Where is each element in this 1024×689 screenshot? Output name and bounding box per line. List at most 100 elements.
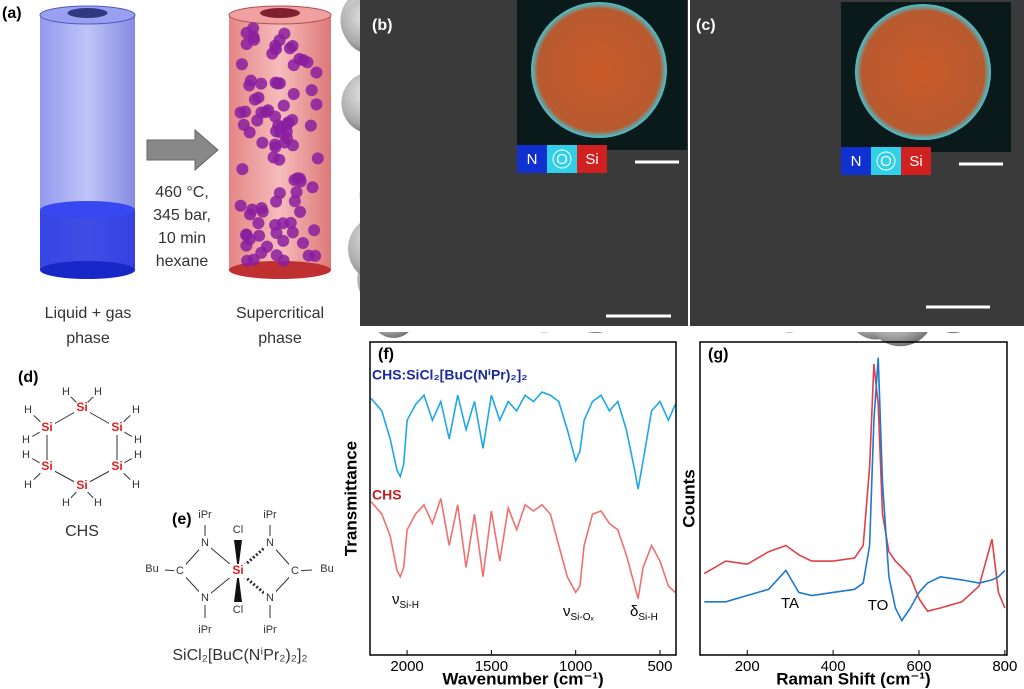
cylinder-cap: [260, 8, 300, 18]
series-label: CHS: [372, 487, 402, 503]
particle: [287, 87, 300, 100]
panel-label: (d): [18, 369, 38, 386]
annotation-sub: Si-Oₓ: [571, 612, 595, 623]
particle: [290, 185, 303, 198]
atom: N: [266, 592, 274, 604]
panel-label: (c): [696, 17, 716, 34]
atom-bg: [74, 401, 90, 415]
bond: [70, 491, 77, 499]
particle: [310, 98, 323, 111]
y-axis-label: Transmittance: [341, 441, 360, 556]
inset-particle: [855, 4, 991, 140]
particle: [256, 136, 269, 149]
atom-bg: [174, 564, 186, 578]
x-tick-label: 600: [906, 658, 931, 675]
atom: H: [134, 434, 142, 446]
wedge-bond: [234, 571, 242, 602]
atom: iPr: [263, 624, 277, 636]
panel-label: (e): [172, 511, 192, 528]
atom: N: [201, 592, 209, 604]
atom: Si: [41, 420, 52, 434]
particle: [302, 249, 315, 262]
particle: [283, 42, 296, 55]
particle: [244, 208, 257, 221]
particle: [269, 110, 282, 123]
atom: H: [132, 479, 140, 491]
legend-ring: [552, 149, 572, 169]
atom: H: [24, 404, 32, 416]
annotation-sub: Si-H: [400, 600, 419, 611]
series-label: CHS:SiCl₂[BuC(NⁱPr)₂]₂: [372, 367, 528, 383]
annotation-symbol: ν: [563, 603, 571, 620]
legend-label: Si: [909, 153, 922, 170]
annotation: νSi-H: [392, 591, 419, 611]
arrow: [146, 128, 219, 172]
atom: H: [24, 479, 32, 491]
liquid-surface: [40, 201, 135, 219]
particle: [304, 119, 317, 132]
atom-bg: [229, 564, 247, 578]
annotation-symbol: ν: [392, 591, 400, 608]
legend-label: Si: [585, 151, 598, 168]
cylinder-cap: [67, 8, 108, 18]
panel-label: (b): [372, 17, 392, 34]
atom: C: [176, 565, 184, 577]
particle: [291, 172, 304, 185]
atom: H: [94, 386, 102, 398]
atom: N: [266, 537, 274, 549]
inset-particle: [531, 2, 667, 138]
spectrum-line: [703, 363, 1006, 613]
molecule-name: SiCl₂[BuC(NⁱPr₂)₂]₂: [172, 647, 307, 664]
x-tick-label: 200: [735, 658, 760, 675]
particle: [277, 234, 290, 247]
x-tick-label: 400: [821, 658, 846, 675]
frame-cover: [688, 0, 690, 326]
atom: iPr: [198, 624, 212, 636]
x-axis-label: Wavenumber (cm⁻¹): [442, 669, 603, 688]
legend-box: [901, 147, 931, 175]
atom: Si: [111, 459, 122, 473]
liquid: [40, 210, 135, 270]
particle: [261, 240, 274, 253]
particle: [270, 226, 283, 239]
atom-bg: [109, 421, 125, 435]
bond: [70, 396, 77, 403]
particle: [271, 77, 284, 90]
x-tick-label: 2000: [390, 658, 423, 675]
atom-bg: [289, 564, 301, 578]
particle: [241, 254, 254, 267]
annotation-sub: Si-H: [638, 612, 657, 623]
atom: Bu: [320, 563, 333, 575]
particle: [284, 216, 297, 229]
x-axis-label: Raman Shift (cm⁻¹): [776, 669, 930, 688]
plot-frame: [699, 341, 1008, 656]
spectrum-line: [370, 391, 676, 490]
spectrum-line: [370, 498, 676, 599]
particle: [311, 152, 324, 165]
particle: [253, 229, 266, 242]
plot-frame: [369, 341, 677, 656]
legend-label: O: [880, 153, 892, 170]
spectrum-line: [704, 357, 1006, 623]
bond: [87, 396, 94, 403]
molecule-name: CHS: [65, 523, 99, 540]
bond: [123, 472, 131, 480]
legend-label: O: [556, 151, 568, 168]
particle: [269, 138, 282, 151]
legend-box: [517, 145, 547, 173]
atom: H: [62, 386, 70, 398]
caption: Supercritical: [236, 305, 324, 322]
panel-label: (g): [708, 346, 728, 363]
hash-bond: [237, 569, 271, 600]
x-tick-label: 1500: [475, 658, 508, 675]
wedge-bond: [234, 540, 242, 571]
atom: N: [201, 537, 209, 549]
caption: Liquid + gas: [45, 305, 132, 322]
atom: Cl: [233, 524, 243, 536]
particle: [308, 224, 321, 237]
particle: [240, 38, 253, 51]
atom: Si: [232, 563, 243, 577]
particle: [255, 106, 268, 119]
atom: H: [132, 404, 140, 416]
